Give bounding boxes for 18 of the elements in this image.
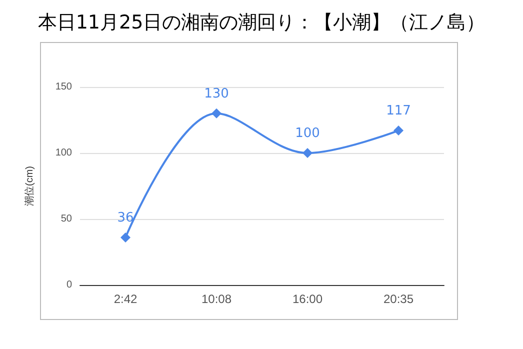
y-tick-label: 100 bbox=[55, 148, 72, 158]
data-label: 100 bbox=[295, 126, 320, 141]
point bbox=[212, 108, 222, 118]
y-tick-label: 0 bbox=[66, 280, 72, 290]
y-tick-label: 150 bbox=[55, 82, 72, 92]
x-tick-label: 2:42 bbox=[114, 292, 138, 306]
point bbox=[302, 148, 312, 158]
point bbox=[120, 232, 130, 242]
data-label: 117 bbox=[386, 104, 411, 119]
x-tick-label: 16:00 bbox=[292, 292, 323, 306]
y-axis-title: 潮位(cm) bbox=[24, 166, 36, 206]
point bbox=[394, 126, 404, 136]
data-label: 36 bbox=[117, 210, 134, 226]
data-label: 130 bbox=[204, 86, 229, 102]
x-tick-label: 10:08 bbox=[201, 292, 232, 306]
y-tick-label: 50 bbox=[60, 214, 72, 224]
chart-title: 本日11月25日の湘南の潮回り：【小潮】（江ノ島） bbox=[38, 12, 486, 34]
x-tick-label: 20:35 bbox=[383, 292, 414, 306]
